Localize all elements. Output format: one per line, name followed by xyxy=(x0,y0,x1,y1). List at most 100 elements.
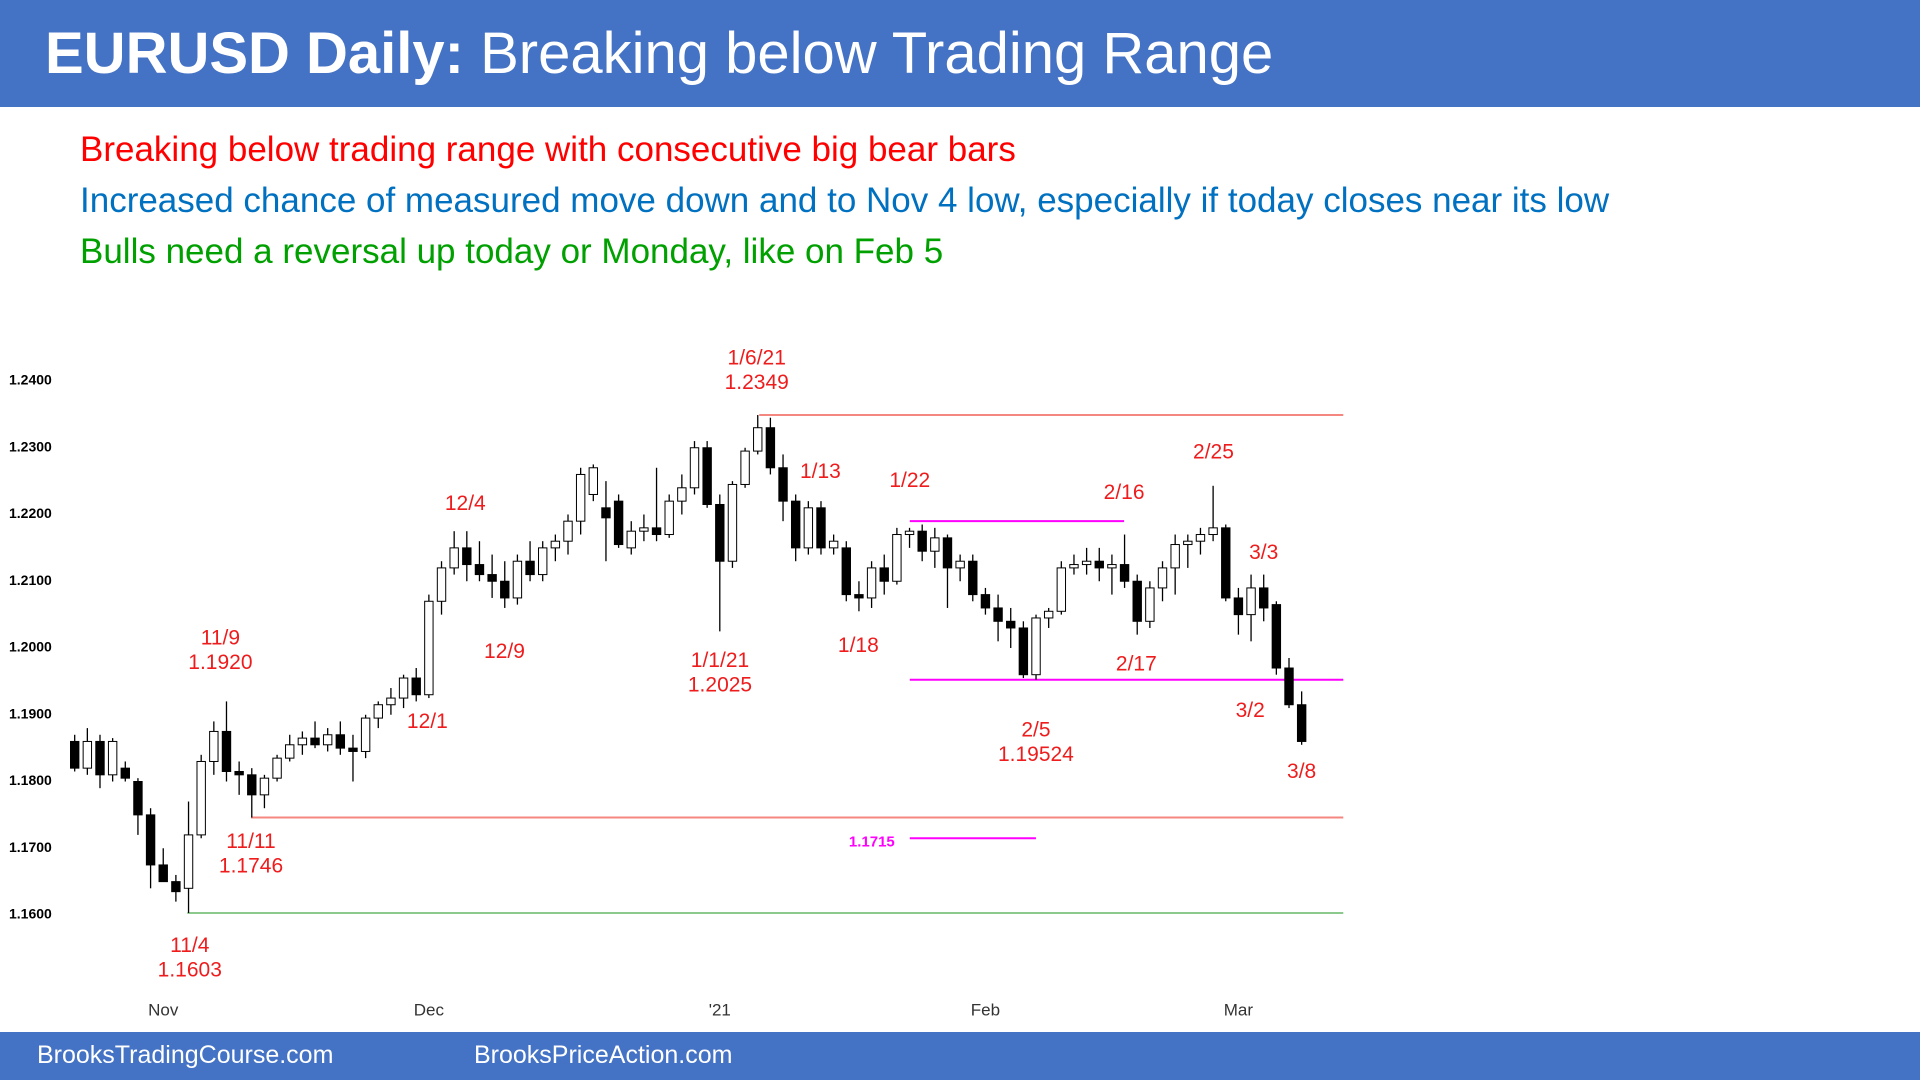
y-tick-label: 1.2000 xyxy=(9,639,52,655)
candle-body xyxy=(436,567,447,602)
candle-body xyxy=(512,560,523,599)
bullet: Bulls need a reversal up today or Monday… xyxy=(80,232,944,271)
y-tick-label: 1.1900 xyxy=(9,705,52,721)
y-tick-label: 1.2200 xyxy=(9,505,52,521)
candle-body xyxy=(1170,544,1180,569)
candle-body xyxy=(626,530,636,549)
bullets: Breaking below trading range with consec… xyxy=(80,124,1609,277)
annotation-value: 1.19524 xyxy=(998,743,1074,766)
y-tick-label: 1.1600 xyxy=(9,906,52,922)
candle-body xyxy=(82,740,93,769)
candle-body xyxy=(411,677,421,696)
candle-body xyxy=(1183,540,1193,546)
bullet: Breaking below trading range with consec… xyxy=(80,130,1016,169)
candle-body xyxy=(955,560,965,569)
annotation-label: 1/22 xyxy=(889,469,930,492)
candle-body xyxy=(474,564,485,576)
candle-body xyxy=(183,834,194,889)
candle-body xyxy=(702,447,712,505)
candle-body xyxy=(1031,617,1041,676)
annotation-label: 11/9 xyxy=(201,627,240,650)
candle-body xyxy=(1145,587,1155,622)
annotation-label: 1/13 xyxy=(800,460,841,483)
candle-body xyxy=(1006,620,1016,629)
candle-body xyxy=(1119,564,1130,582)
candle-body xyxy=(664,500,674,536)
title-text: Breaking below Trading Range xyxy=(480,21,1274,86)
candle-body xyxy=(1284,667,1294,706)
y-tick-label: 1.2300 xyxy=(9,438,52,454)
candle-body xyxy=(449,547,459,569)
y-tick-label: 1.2100 xyxy=(9,572,52,588)
x-tick-label: Nov xyxy=(148,1000,179,1019)
annotation-label: 12/4 xyxy=(445,492,486,515)
x-tick-label: Mar xyxy=(1224,1000,1254,1019)
candle-body xyxy=(993,607,1003,622)
candle-body xyxy=(765,427,776,469)
x-tick-label: '21 xyxy=(709,1000,731,1019)
annotation-label: 2/5 xyxy=(1021,719,1050,742)
y-tick-label: 1.2400 xyxy=(9,372,52,388)
candle-body xyxy=(424,600,434,696)
candle-body xyxy=(588,467,599,495)
candle-body xyxy=(816,507,826,549)
candle-body xyxy=(904,530,915,536)
annotation-value: 1.2349 xyxy=(725,371,789,394)
bullet: Increased chance of measured move down a… xyxy=(80,181,1610,220)
candle-body xyxy=(310,737,320,746)
candle-body xyxy=(778,467,788,502)
candle-body xyxy=(1069,564,1079,569)
candle-body xyxy=(879,567,889,582)
annotation-label: 2/17 xyxy=(1116,652,1157,675)
candle-body xyxy=(297,737,308,746)
candle-body xyxy=(803,507,814,549)
candle-body xyxy=(1132,580,1142,622)
annotation-label: 3/8 xyxy=(1287,760,1316,783)
candle-body xyxy=(487,574,497,582)
candle-body xyxy=(221,730,232,772)
annotation-label: 3/3 xyxy=(1249,541,1278,564)
candle-body xyxy=(133,781,143,816)
candle-body xyxy=(322,734,333,746)
annotation-value: 1.1715 xyxy=(849,833,895,850)
annotation-value: 1.1603 xyxy=(158,959,222,982)
candle-body xyxy=(272,757,282,779)
title-bold: EURUSD Daily: xyxy=(45,21,464,86)
annotation-label: 1/1/21 xyxy=(691,649,749,672)
candle-body xyxy=(234,770,244,776)
footer-bar: BrooksTradingCourse.com BrooksPriceActio… xyxy=(0,1032,1920,1080)
candle-body xyxy=(171,881,181,893)
candle-body xyxy=(1208,527,1218,536)
candle-body xyxy=(930,537,940,552)
candle-body xyxy=(500,580,510,599)
candle-body xyxy=(1094,560,1104,569)
candle-body xyxy=(1233,597,1244,616)
candle-body xyxy=(575,473,586,522)
candle-body xyxy=(1271,604,1282,669)
candle-body xyxy=(1157,567,1168,589)
candle-body xyxy=(550,540,561,549)
candle-body xyxy=(790,500,801,549)
annotation-label: 11/4 xyxy=(170,934,210,957)
candle-body xyxy=(1221,527,1231,599)
annotation-label: 2/16 xyxy=(1104,481,1145,504)
candle-body xyxy=(613,500,624,546)
annotation-label: 12/9 xyxy=(484,640,525,663)
candle-body xyxy=(107,740,118,776)
candle-body xyxy=(120,767,130,779)
candle-body xyxy=(854,594,864,599)
candle-body xyxy=(639,527,649,532)
candle-body xyxy=(651,527,662,536)
title: EURUSD Daily: Breaking below Trading Ran… xyxy=(45,20,1273,87)
x-tick-label: Feb xyxy=(971,1000,1000,1019)
header-bar: EURUSD Daily: Breaking below Trading Ran… xyxy=(0,0,1920,107)
footer-link: BrooksPriceAction.com xyxy=(474,1041,733,1069)
annotation-label: 1/6/21 xyxy=(728,346,786,369)
candle-body xyxy=(917,530,927,552)
candle-body xyxy=(1043,610,1054,619)
candle-body xyxy=(373,704,383,719)
candle-body xyxy=(715,503,725,562)
candle-body xyxy=(892,534,902,582)
candle-body xyxy=(866,567,877,599)
candle-body xyxy=(841,547,851,596)
